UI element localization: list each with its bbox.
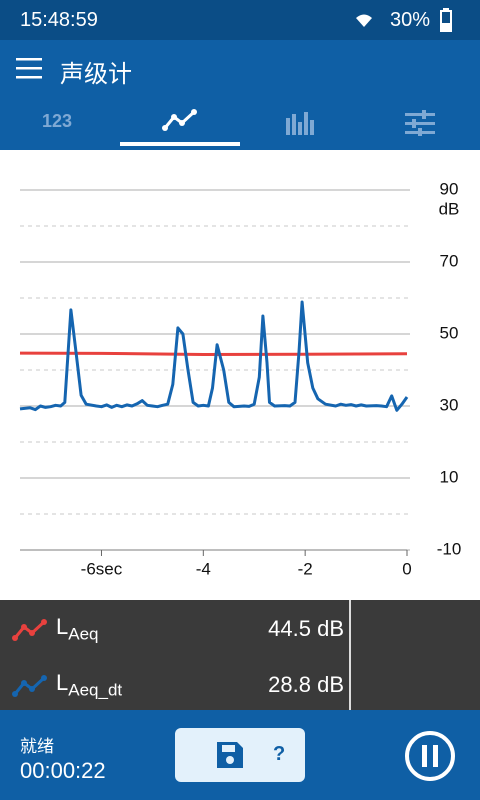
wifi-icon [356,14,372,27]
app-bar: 声级计 123 [0,40,480,150]
tab-numeric[interactable]: 123 [42,111,73,131]
tab-spectrum[interactable] [285,110,315,136]
elapsed-time: 00:00:22 [20,758,106,783]
legend-dot [29,686,35,692]
y-unit: dB [439,199,460,218]
x-tick-label: -2 [298,559,313,578]
y-tick-label: -10 [437,539,462,558]
legend-icon [12,619,47,641]
legend-dot [41,675,47,681]
y-tick-label: 30 [440,395,459,414]
legend-dot [12,691,18,697]
status-text: 就绪 [20,737,54,756]
legend-dot [21,624,27,630]
legend-label: LAeq_dt [56,670,123,700]
y-tick-label: 70 [440,251,459,270]
legend-dot [21,680,27,686]
menu-button[interactable] [16,56,44,80]
tab-graph[interactable] [162,108,198,132]
x-tick-label: 0 [402,559,411,578]
legend-swatch [13,620,46,639]
bottom-bar: 就绪 00:00:22 ? [0,710,480,800]
help-button[interactable]: ? [273,743,286,765]
divider [349,600,351,710]
y-tick-label: 50 [440,323,459,342]
legend-swatch [13,676,46,695]
pause-button[interactable] [404,730,456,782]
clock: 15:48:59 [20,9,98,31]
y-tick-label: 90 [440,179,459,198]
tab-indicator [120,142,240,146]
battery-icon [440,8,452,32]
legend-label: LAeq [56,614,99,644]
legend-dot [29,630,35,636]
battery-text: 30% [390,9,431,31]
y-tick-label: 10 [440,467,459,486]
status-bar: 15:48:59 30% [0,0,480,40]
save-icon [217,742,243,768]
app-title: 声级计 [60,61,132,88]
save-button[interactable]: ? [175,728,305,782]
legend-readout: 44.5 dB [268,616,344,641]
legend-dot [12,635,18,641]
series-line [19,351,408,356]
tab-settings[interactable] [404,110,436,136]
x-tick-label: -6sec [81,559,123,578]
x-tick-label: -4 [196,559,211,578]
legend-icon [12,675,47,697]
legend-readout: 28.8 dB [268,672,344,697]
legend-panel: LAeq 44.5 dB LAeq_dt 28.8 dB [0,600,480,710]
legend-dot [41,619,47,625]
series-line [19,300,409,412]
